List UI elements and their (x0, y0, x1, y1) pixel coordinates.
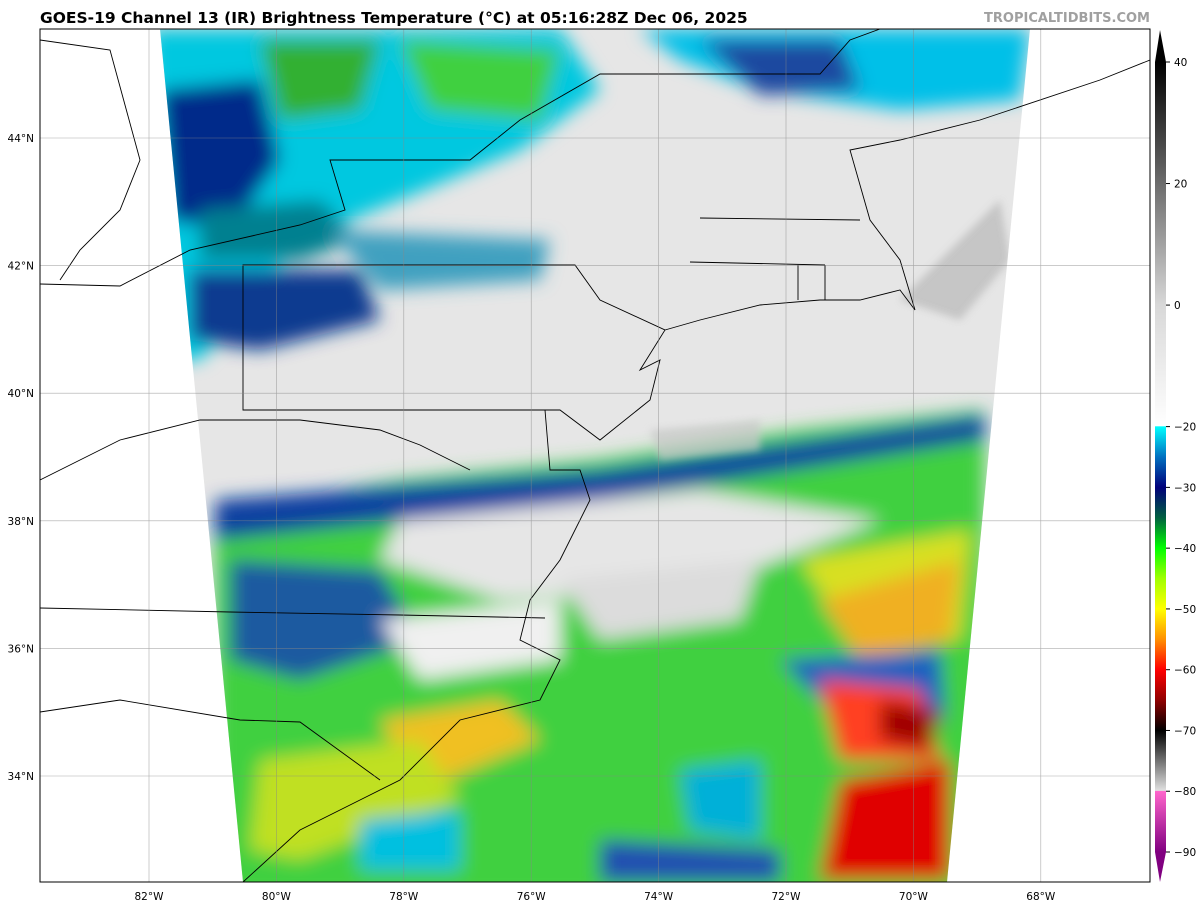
colorbar-label: −50 (1174, 604, 1196, 616)
lon-label: 78°W (389, 891, 419, 903)
watermark: TROPICALTIDBITS.COM (984, 11, 1150, 26)
plot-frame (39, 28, 1151, 883)
colorbar-label: −40 (1174, 543, 1196, 555)
colorbar-label: −90 (1174, 847, 1196, 859)
colorbar-label: −30 (1174, 482, 1196, 494)
lon-label: 82°W (135, 891, 165, 903)
colorbar-label: −70 (1174, 725, 1196, 737)
lat-label: 34°N (8, 771, 34, 783)
lon-label: 74°W (644, 891, 674, 903)
colorbar-label: 0 (1174, 300, 1181, 312)
lat-label: 36°N (8, 643, 34, 655)
colorbar-label: −80 (1174, 786, 1196, 798)
map-title: GOES-19 Channel 13 (IR) Brightness Tempe… (40, 9, 748, 27)
ir-imagery (160, 29, 1030, 882)
lon-label: 72°W (772, 891, 802, 903)
lat-label: 42°N (8, 261, 34, 273)
lat-label: 40°N (8, 388, 34, 400)
graticule (40, 29, 1150, 882)
colorbar-label: −20 (1174, 422, 1196, 434)
lon-label: 70°W (899, 891, 929, 903)
lon-label: 76°W (517, 891, 547, 903)
boundaries (40, 29, 1150, 882)
lon-label: 80°W (262, 891, 292, 903)
lat-label: 38°N (8, 516, 34, 528)
colorbar-label: 20 (1174, 179, 1187, 191)
lon-label: 68°W (1026, 891, 1056, 903)
colorbar-label: −60 (1174, 665, 1196, 677)
lat-label: 44°N (8, 133, 34, 145)
colorbar: 40 20 0 −20 −30 −40 −50 −60 −70 −80 −90 (1155, 30, 1196, 882)
colorbar-label: 40 (1174, 57, 1187, 69)
